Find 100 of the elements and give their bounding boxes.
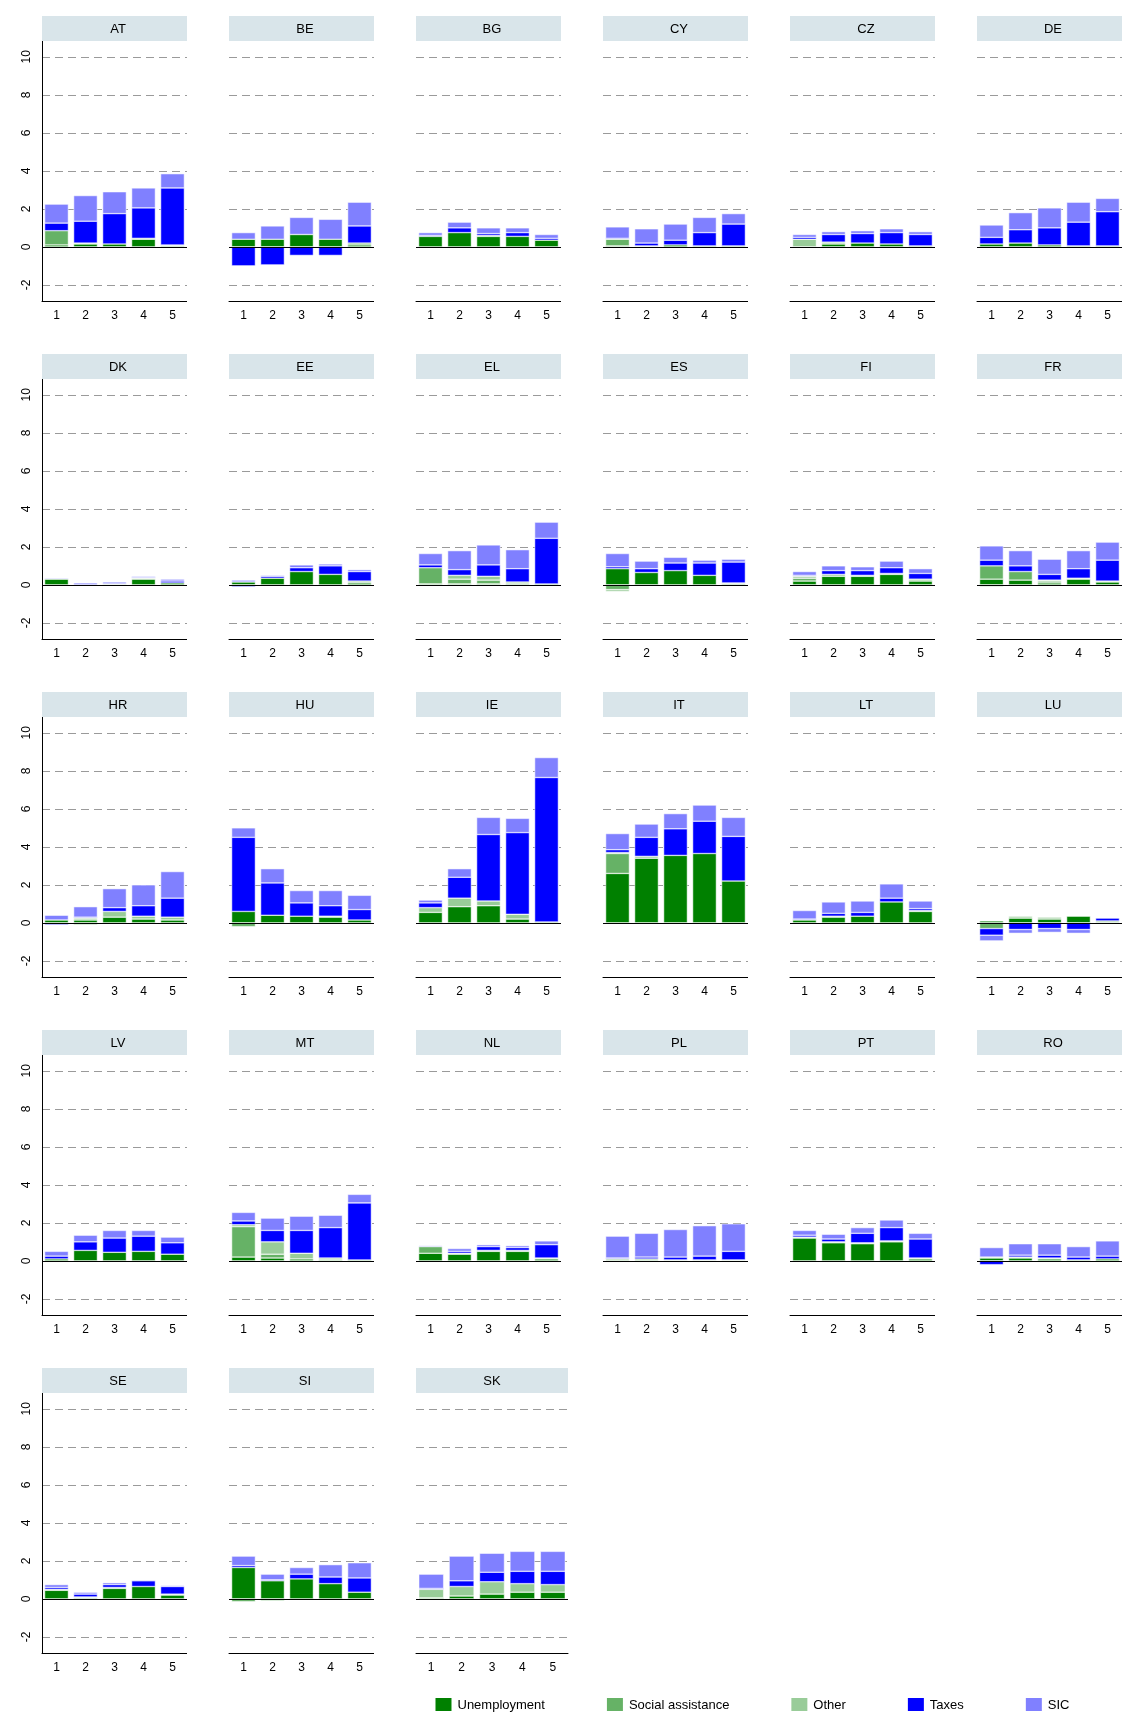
x-tick-label: 1 — [53, 984, 61, 998]
y-tick-label: 4 — [19, 1519, 33, 1527]
x-tick-label: 2 — [269, 308, 277, 322]
x-tick-label: 4 — [701, 984, 709, 998]
y-tick-label: 4 — [19, 167, 33, 175]
y-tick-label: 2 — [19, 205, 33, 213]
x-tick-label: 2 — [830, 1322, 838, 1336]
x-tick-label: 5 — [549, 1660, 557, 1674]
x-tick-label: 5 — [169, 1322, 177, 1336]
chart-title: HU — [295, 697, 315, 712]
x-tick-label: 2 — [643, 646, 651, 660]
x-tick-label: 3 — [485, 308, 493, 322]
x-tick-label: 3 — [672, 1322, 680, 1336]
x-tick-label: 3 — [488, 1660, 496, 1674]
x-tick-label: 4 — [140, 308, 148, 322]
x-tick-label: 1 — [53, 1322, 61, 1336]
y-tick-label: 8 — [19, 1105, 33, 1113]
x-tick-label: 1 — [240, 646, 248, 660]
x-tick-label: 5 — [730, 1322, 738, 1336]
x-tick-label: 4 — [514, 646, 522, 660]
chart-title: EL — [484, 359, 500, 374]
x-tick-label: 2 — [830, 308, 838, 322]
x-tick-label: 4 — [888, 984, 896, 998]
x-tick-label: 3 — [298, 984, 306, 998]
x-tick-label: 4 — [701, 1322, 709, 1336]
x-tick-label: 4 — [514, 1322, 522, 1336]
legend-label: Social assistance — [628, 1697, 730, 1712]
x-tick-label: 2 — [458, 1660, 466, 1674]
x-tick-label: 1 — [240, 984, 248, 998]
x-tick-label: 1 — [614, 1322, 622, 1336]
chart-title: SK — [483, 1373, 501, 1388]
x-tick-label: 5 — [356, 984, 364, 998]
x-tick-label: 2 — [830, 646, 838, 660]
x-tick-label: 3 — [859, 646, 867, 660]
x-tick-label: 2 — [456, 1322, 464, 1336]
y-tick-label: 10 — [19, 1401, 33, 1416]
x-tick-label: 2 — [82, 984, 90, 998]
chart-title: LV — [110, 1035, 126, 1050]
x-tick-label: 3 — [111, 646, 119, 660]
x-tick-label: 5 — [917, 984, 925, 998]
chart-title: CY — [669, 21, 689, 36]
chart-title: SE — [109, 1373, 127, 1388]
x-tick-label: 4 — [514, 984, 522, 998]
x-tick-label: 3 — [859, 308, 867, 322]
y-tick-label: 10 — [19, 387, 33, 402]
x-tick-label: 5 — [543, 1322, 551, 1336]
x-tick-label: 4 — [888, 646, 896, 660]
y-tick-label: -2 — [19, 1631, 33, 1643]
x-tick-label: 3 — [1046, 1322, 1054, 1336]
y-tick-label: 4 — [19, 843, 33, 851]
chart-title: RO — [1043, 1035, 1063, 1050]
x-tick-label: 1 — [614, 646, 622, 660]
y-tick-label: 2 — [19, 881, 33, 889]
x-tick-label: 2 — [82, 1660, 90, 1674]
y-tick-label: 10 — [19, 1063, 33, 1078]
x-tick-label: 2 — [643, 984, 651, 998]
y-tick-label: 2 — [19, 1219, 33, 1227]
x-tick-label: 3 — [111, 984, 119, 998]
x-tick-label: 1 — [53, 308, 61, 322]
y-tick-label: 0 — [19, 1595, 33, 1603]
x-tick-label: 4 — [327, 984, 335, 998]
chart-title: DE — [1043, 21, 1063, 36]
y-tick-label: 6 — [19, 805, 33, 813]
x-tick-label: 4 — [1075, 1322, 1083, 1336]
x-tick-label: 5 — [1104, 1322, 1112, 1336]
x-tick-label: 4 — [327, 1660, 335, 1674]
x-tick-label: 1 — [614, 984, 622, 998]
x-tick-label: 2 — [1017, 984, 1025, 998]
y-tick-label: 0 — [19, 581, 33, 589]
x-tick-label: 5 — [169, 646, 177, 660]
x-tick-label: 5 — [730, 308, 738, 322]
x-tick-label: 1 — [240, 308, 248, 322]
x-tick-label: 2 — [82, 308, 90, 322]
y-tick-label: 10 — [19, 725, 33, 740]
x-tick-label: 1 — [53, 1660, 61, 1674]
x-tick-label: 1 — [988, 984, 996, 998]
chart-title: LU — [1044, 697, 1062, 712]
x-tick-label: 4 — [327, 646, 335, 660]
x-tick-label: 1 — [988, 646, 996, 660]
x-tick-label: 4 — [514, 308, 522, 322]
y-tick-label: 6 — [19, 467, 33, 475]
x-tick-label: 2 — [82, 646, 90, 660]
x-tick-label: 4 — [140, 1322, 148, 1336]
y-tick-label: 0 — [19, 919, 33, 927]
legend-label: SIC — [1047, 1697, 1070, 1712]
x-tick-label: 3 — [1046, 646, 1054, 660]
chart-title: FI — [860, 359, 872, 374]
x-tick-label: 5 — [543, 308, 551, 322]
x-tick-label: 3 — [485, 1322, 493, 1336]
chart-title: SI — [298, 1373, 312, 1388]
chart-title: HR — [108, 697, 128, 712]
x-tick-label: 4 — [327, 308, 335, 322]
chart-title: LT — [858, 697, 874, 712]
x-tick-label: 3 — [298, 1660, 306, 1674]
y-tick-label: -2 — [19, 617, 33, 629]
chart-title: MT — [295, 1035, 315, 1050]
y-tick-label: -2 — [19, 955, 33, 967]
chart-title: NL — [483, 1035, 501, 1050]
x-tick-label: 3 — [111, 1322, 119, 1336]
y-tick-label: 4 — [19, 505, 33, 513]
